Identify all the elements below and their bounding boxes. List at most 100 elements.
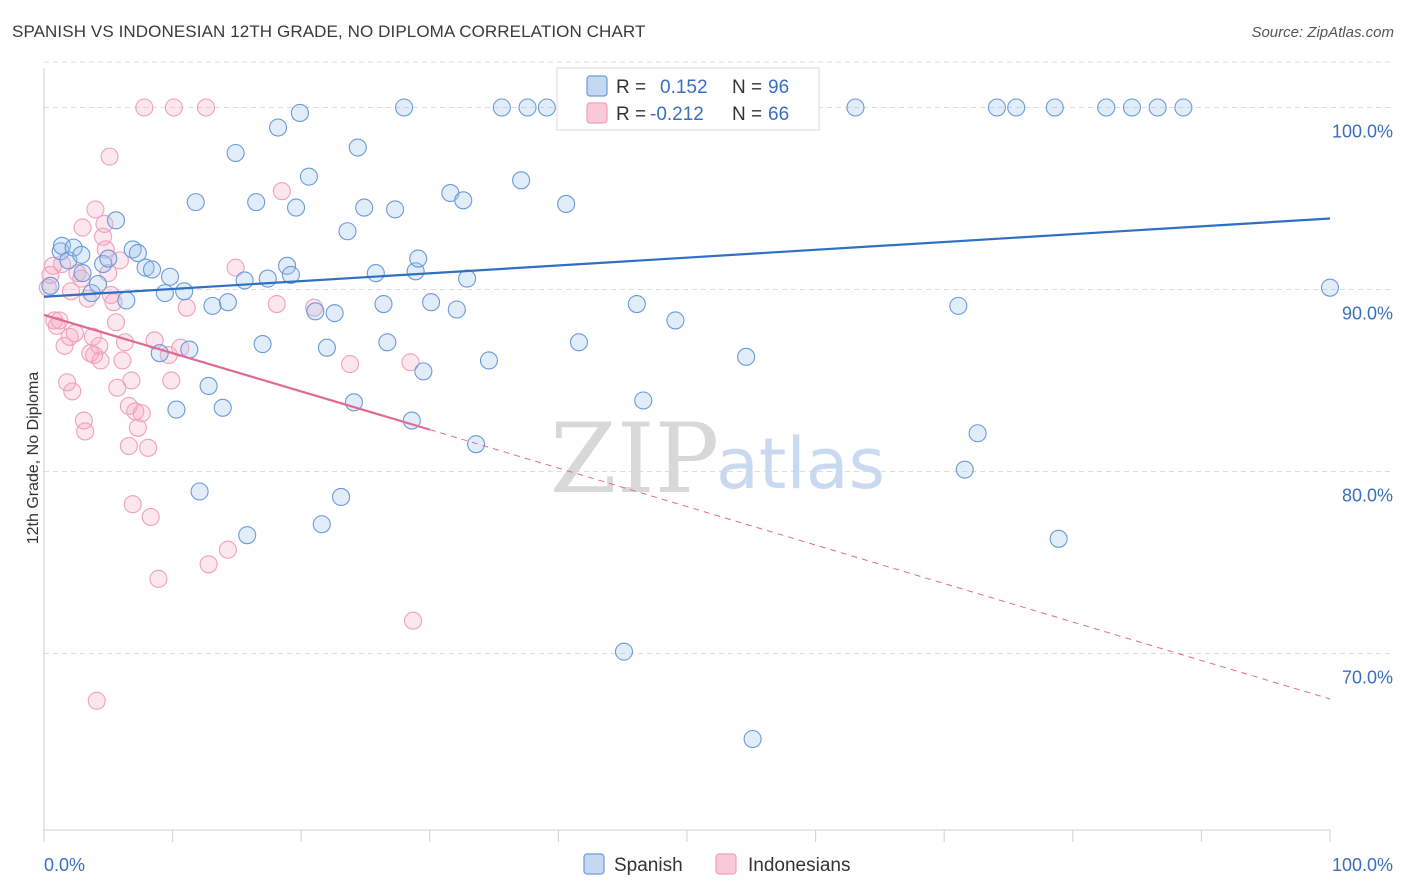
legend-swatch-indonesians [586,102,608,124]
indonesians-point [132,404,151,423]
indonesians-point [139,438,158,457]
indonesians-point [90,336,109,355]
y-tick-label: 90.0% [1342,303,1393,323]
spanish-point [167,400,186,419]
spanish-point [235,271,254,290]
spanish-point [627,294,646,314]
indonesians-point [76,422,95,441]
spanish-point [41,276,60,295]
chart-title: SPANISH VS INDONESIAN 12TH GRADE, NO DIP… [12,22,646,41]
indonesians-point [149,569,168,588]
indonesians-point [218,540,237,559]
indonesians-point [135,98,154,117]
spanish-point [537,98,556,117]
spanish-point [479,351,499,370]
spanish-point [117,291,136,310]
spanish-point [492,98,511,117]
spanish-point [312,515,331,534]
spanish-point [366,264,385,283]
spanish-point [253,335,272,354]
indonesians-point [267,294,286,314]
spanish-trend-line [43,217,1331,298]
spanish-point [128,244,147,263]
spanish-point [1174,98,1193,117]
series-label-indonesians: Indonesians [748,855,850,876]
spanish-point [72,245,91,264]
spanish-point [306,302,325,321]
spanish-point [190,482,209,501]
spanish-point [299,167,318,186]
spanish-point [287,198,306,217]
spanish-point [348,138,367,157]
spanish-point [737,347,756,366]
indonesians-point [55,336,74,355]
spanish-point [414,362,433,381]
spanish-point [226,143,245,163]
indonesians-point [65,324,84,343]
spanish-point [199,376,218,395]
spanish-point [278,256,297,275]
legend-r-label-1: R = [616,77,646,98]
spanish-point [1049,529,1068,548]
spanish-point [1320,278,1340,297]
spanish-point [518,98,537,117]
indonesians-point [95,214,114,234]
indonesians-point [226,258,245,277]
spanish-point [160,267,180,286]
indonesians-point [401,353,420,372]
spanish-point [395,98,414,117]
y-tick-label: 100.0% [1332,121,1393,141]
spanish-point [155,284,174,303]
y-tick-labels: 100.0% 90.0% 80.0% 70.0% [1332,121,1393,687]
indonesians-point [141,507,160,527]
axes [43,68,1331,842]
spanish-point [614,642,634,661]
indonesians-point [196,98,216,117]
spanish-point [1045,98,1064,117]
indonesians-point [113,351,132,370]
indonesians-point [162,371,181,390]
indonesians-trend-extension [429,429,1331,700]
spanish-point [557,194,576,214]
spanish-point [454,191,473,210]
indonesians-point [404,611,423,630]
y-axis-label: 12th Grade, No Diploma [25,372,42,545]
stats-legend: R = 0.152 N = 96 R = -0.212 N = 66 [556,67,820,131]
spanish-point [968,424,987,443]
indonesians-points [38,98,423,710]
legend-n-label-1: N = [732,77,762,98]
spanish-point [374,294,393,314]
indonesians-point [87,691,106,710]
y-tick-label: 80.0% [1342,485,1393,505]
indonesians-point [60,327,79,346]
spanish-point [238,526,257,545]
spanish-point [1007,98,1026,117]
legend-r-value-1: 0.152 [660,77,708,98]
chart-source: Source: ZipAtlas.com [1251,24,1394,41]
x-tick-label: 100.0% [1332,855,1393,875]
spanish-point [317,338,336,357]
spanish-point [332,487,351,507]
indonesians-point [83,327,102,346]
series-swatch-indonesians [715,853,737,875]
spanish-point [136,258,155,277]
watermark-zip: ZIP [550,403,719,515]
spanish-point [447,300,466,319]
spanish-point [1148,98,1167,117]
series-swatch-spanish [583,853,605,875]
spanish-point [355,198,374,217]
spanish-point [99,249,118,268]
spanish-point [94,254,113,274]
indonesians-point [341,355,360,374]
indonesians-point [108,378,127,397]
y-tick-label: 70.0% [1342,667,1393,687]
indonesians-point [63,382,82,401]
spanish-point [247,193,266,212]
indonesians-point [86,200,105,219]
spanish-point [949,296,968,315]
series-label-spanish: Spanish [614,855,683,876]
indonesians-point [91,351,110,370]
spanish-point [290,103,309,123]
legend-n-label-2: N = [732,104,762,125]
spanish-point [467,435,486,454]
